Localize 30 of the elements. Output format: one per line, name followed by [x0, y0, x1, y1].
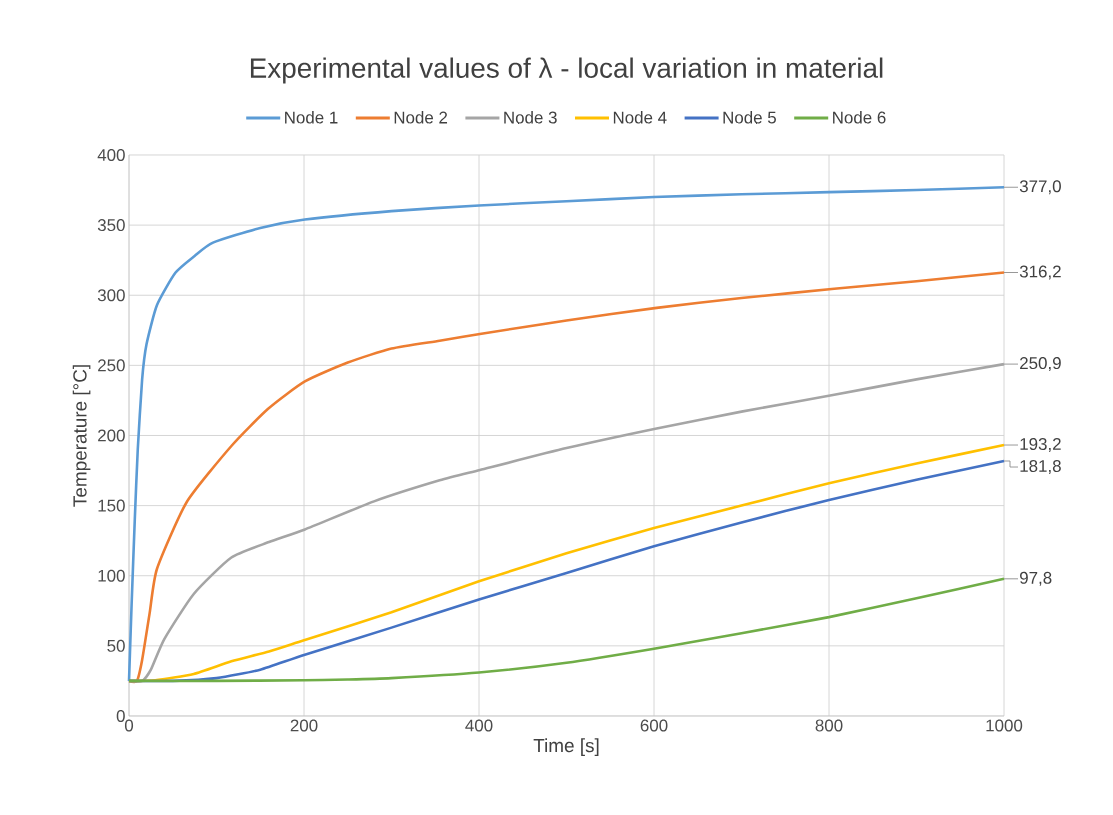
data-label: 316,2: [1019, 265, 1061, 280]
y-tick-label: 0: [116, 709, 125, 722]
legend-label: Node 1: [285, 111, 338, 124]
data-label: 97,8: [1020, 571, 1052, 586]
x-tick-label: 600: [640, 719, 668, 732]
data-label: 181,8: [1020, 460, 1061, 475]
y-axis-title: Temperature [°C]: [72, 365, 91, 507]
data-label: 193,2: [1020, 438, 1061, 453]
y-tick-label: 200: [98, 429, 125, 442]
x-tick-label: 1000: [986, 719, 1023, 732]
data-label: 377,0: [1019, 180, 1061, 195]
x-tick-label: 200: [290, 719, 318, 732]
legend-label: Node 5: [723, 111, 776, 124]
legend-label: Node 4: [613, 111, 667, 124]
y-tick-label: 100: [98, 569, 125, 582]
legend-label: Node 2: [394, 111, 448, 124]
y-tick-label: 300: [97, 289, 125, 302]
y-tick-label: 350: [97, 219, 125, 232]
data-label: 250,9: [1020, 357, 1061, 372]
y-tick-label: 400: [97, 148, 125, 161]
legend-label: Node 6: [833, 111, 886, 124]
legend-label: Node 3: [504, 111, 557, 124]
chart-title: Experimental values of λ - local variation in material: [250, 57, 883, 84]
x-tick-label: 0: [124, 719, 134, 732]
y-tick-label: 250: [98, 359, 125, 372]
y-tick-label: 50: [107, 639, 125, 652]
x-tick-label: 400: [465, 719, 493, 732]
y-tick-label: 150: [98, 499, 125, 512]
x-tick-label: 800: [815, 719, 843, 732]
x-axis-title: Time [s]: [533, 738, 599, 756]
